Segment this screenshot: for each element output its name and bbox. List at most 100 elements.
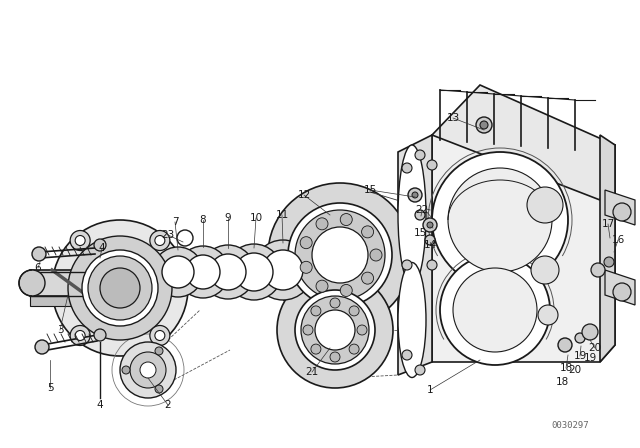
Circle shape <box>75 331 85 340</box>
Circle shape <box>340 284 352 297</box>
Text: 5: 5 <box>47 383 53 393</box>
Circle shape <box>201 245 255 299</box>
Circle shape <box>268 183 412 327</box>
Circle shape <box>440 255 550 365</box>
Circle shape <box>155 347 163 355</box>
Circle shape <box>311 344 321 354</box>
Circle shape <box>253 240 313 300</box>
Circle shape <box>427 160 437 170</box>
Circle shape <box>315 310 355 350</box>
Circle shape <box>357 325 367 335</box>
Circle shape <box>415 150 425 160</box>
Text: 15: 15 <box>364 185 376 195</box>
Circle shape <box>226 244 282 300</box>
Circle shape <box>330 352 340 362</box>
Circle shape <box>453 268 537 352</box>
Circle shape <box>19 270 45 296</box>
Circle shape <box>70 231 90 250</box>
Text: 17: 17 <box>602 219 614 229</box>
Circle shape <box>210 254 246 290</box>
Text: 4: 4 <box>99 243 106 253</box>
Text: 18: 18 <box>559 363 573 373</box>
Text: 15: 15 <box>413 228 427 238</box>
Circle shape <box>130 352 166 388</box>
Text: 7: 7 <box>172 217 179 227</box>
Text: 19: 19 <box>573 351 587 361</box>
Circle shape <box>94 329 106 341</box>
Ellipse shape <box>398 263 426 378</box>
Circle shape <box>330 298 340 308</box>
Circle shape <box>448 168 552 272</box>
Circle shape <box>150 231 170 250</box>
Circle shape <box>349 344 359 354</box>
Circle shape <box>349 306 359 316</box>
Circle shape <box>122 366 130 374</box>
Polygon shape <box>605 270 635 305</box>
Polygon shape <box>432 135 615 362</box>
Circle shape <box>155 331 165 340</box>
Circle shape <box>425 235 435 245</box>
Circle shape <box>100 268 140 308</box>
Text: 22: 22 <box>415 205 429 215</box>
Circle shape <box>415 210 425 220</box>
Text: 20: 20 <box>588 343 602 353</box>
Circle shape <box>75 236 85 246</box>
Circle shape <box>312 227 368 283</box>
Circle shape <box>402 163 412 173</box>
Circle shape <box>300 261 312 273</box>
Circle shape <box>140 362 156 378</box>
Circle shape <box>427 222 433 228</box>
Circle shape <box>582 324 598 340</box>
Circle shape <box>300 237 312 249</box>
Text: 10: 10 <box>250 213 262 223</box>
Polygon shape <box>600 135 615 362</box>
Circle shape <box>362 226 374 238</box>
Text: 14: 14 <box>424 240 436 250</box>
Circle shape <box>316 218 328 230</box>
Text: 23: 23 <box>161 230 175 240</box>
Circle shape <box>32 247 46 261</box>
Text: 6: 6 <box>35 263 42 273</box>
Circle shape <box>52 220 188 356</box>
Circle shape <box>408 188 422 202</box>
Polygon shape <box>398 135 432 375</box>
Circle shape <box>412 192 418 198</box>
Circle shape <box>88 256 152 320</box>
Circle shape <box>415 365 425 375</box>
Ellipse shape <box>398 145 426 285</box>
Circle shape <box>162 256 194 288</box>
Text: 4: 4 <box>97 400 103 410</box>
Circle shape <box>613 283 631 301</box>
Circle shape <box>362 272 374 284</box>
Circle shape <box>476 117 492 133</box>
Text: 19: 19 <box>584 353 596 363</box>
Circle shape <box>591 263 605 277</box>
Circle shape <box>68 236 172 340</box>
Circle shape <box>402 350 412 360</box>
Circle shape <box>94 239 106 251</box>
Circle shape <box>288 203 392 307</box>
Text: 13: 13 <box>446 113 460 123</box>
Circle shape <box>177 230 193 246</box>
Text: 1: 1 <box>427 385 433 395</box>
Text: 8: 8 <box>200 215 206 225</box>
Circle shape <box>423 218 437 232</box>
Circle shape <box>153 247 203 297</box>
Circle shape <box>311 306 321 316</box>
Text: 12: 12 <box>298 190 310 200</box>
Circle shape <box>155 385 163 393</box>
Text: 16: 16 <box>611 235 625 245</box>
Bar <box>30 296 125 306</box>
Circle shape <box>527 187 563 223</box>
Circle shape <box>402 260 412 270</box>
Circle shape <box>150 326 170 345</box>
Circle shape <box>263 250 303 290</box>
Circle shape <box>186 255 220 289</box>
Circle shape <box>613 203 631 221</box>
Circle shape <box>538 305 558 325</box>
Circle shape <box>316 280 328 292</box>
Circle shape <box>295 210 385 300</box>
Circle shape <box>277 272 393 388</box>
Circle shape <box>82 250 158 326</box>
Circle shape <box>340 214 352 225</box>
